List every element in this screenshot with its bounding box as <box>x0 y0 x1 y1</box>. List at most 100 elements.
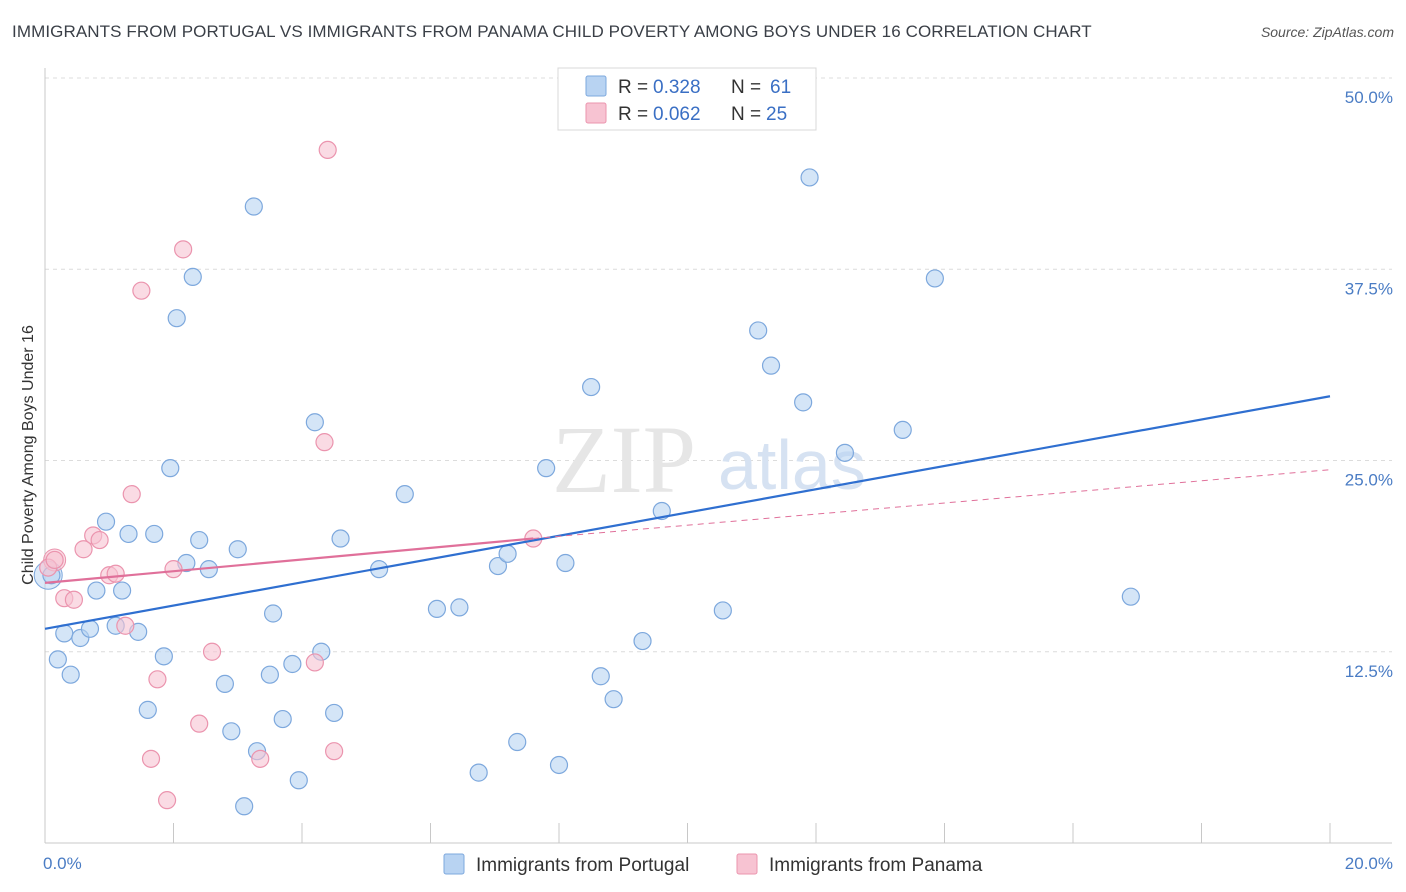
trend-lines <box>44 395 1331 630</box>
portugal-point-37 <box>395 485 414 504</box>
bottom-legend-label-portugal: Immigrants from Portugal <box>476 855 689 876</box>
portugal-point-1 <box>48 650 67 669</box>
portugal-point-52 <box>713 601 732 620</box>
panama-point-1 <box>45 550 64 570</box>
panama-point-3 <box>64 590 84 609</box>
portugal-point-15 <box>161 459 180 478</box>
y-tick-label-1: 25.0% <box>1345 471 1393 490</box>
gridlines <box>45 77 1392 653</box>
bottom-legend-swatch-portugal <box>443 853 465 875</box>
bottom-legend-label-panama: Immigrants from Panama <box>769 855 983 876</box>
portugal-point-59 <box>925 269 944 288</box>
panama-point-22 <box>318 140 337 160</box>
legend-n-value-panama: 25 <box>766 104 787 125</box>
panama-trend-line-extended <box>533 469 1331 540</box>
panama-trend-line <box>44 537 534 584</box>
panama-point-11 <box>132 281 151 300</box>
portugal-point-12 <box>138 700 157 719</box>
portugal-point-53 <box>749 321 768 340</box>
portugal-point-18 <box>183 267 202 286</box>
panama-points <box>39 140 543 810</box>
x-tick-label-0: 0.0% <box>43 854 82 873</box>
portugal-point-3 <box>61 665 80 684</box>
portugal-point-40 <box>469 763 488 782</box>
portugal-point-24 <box>228 540 247 559</box>
portugal-point-42 <box>498 544 517 563</box>
portugal-point-16 <box>167 309 186 328</box>
panama-point-21 <box>315 433 334 452</box>
portugal-point-58 <box>893 420 912 439</box>
legend: R = 0.328 N = 61 R = 0.062 N = 25 <box>557 67 817 131</box>
panama-point-6 <box>90 530 109 550</box>
chart-title: IMMIGRANTS FROM PORTUGAL VS IMMIGRANTS F… <box>12 22 1092 41</box>
portugal-point-44 <box>537 459 556 478</box>
portugal-point-47 <box>582 377 601 397</box>
panama-point-23 <box>325 742 344 761</box>
portugal-point-19 <box>190 530 209 550</box>
source-credit: Source: ZipAtlas.com <box>1260 24 1394 40</box>
portugal-point-43 <box>508 732 527 752</box>
portugal-point-13 <box>145 524 164 544</box>
panama-point-12 <box>141 749 161 768</box>
portugal-point-55 <box>794 393 813 412</box>
y-tick-label-2: 37.5% <box>1345 279 1393 298</box>
legend-r-label-panama: R = <box>618 104 648 125</box>
portugal-point-54 <box>761 356 781 375</box>
portugal-point-49 <box>604 690 623 709</box>
watermark-zip: ZIP <box>552 406 696 513</box>
panama-point-15 <box>164 560 183 579</box>
portugal-point-10 <box>119 524 138 544</box>
portugal-point-38 <box>427 599 447 619</box>
legend-r-value-portugal: 0.328 <box>653 77 701 98</box>
legend-swatch-portugal <box>585 75 607 97</box>
x-tick-labels: 0.0% 20.0% <box>43 854 1393 873</box>
panama-point-20 <box>305 653 324 672</box>
portugal-point-60 <box>1121 587 1140 606</box>
portugal-point-48 <box>591 667 610 686</box>
panama-point-13 <box>148 670 167 689</box>
x-tick-label-1: 20.0% <box>1345 854 1393 873</box>
portugal-point-34 <box>325 703 344 723</box>
legend-r-label-portugal: R = <box>618 77 648 98</box>
y-tick-labels: 12.5% 25.0% 37.5% 50.0% <box>1345 88 1393 681</box>
portugal-point-25 <box>244 197 263 216</box>
portugal-point-41 <box>488 556 508 576</box>
portugal-point-9 <box>112 581 132 600</box>
panama-point-19 <box>251 749 270 768</box>
panama-point-18 <box>202 642 222 661</box>
portugal-point-27 <box>260 665 279 684</box>
portugal-point-56 <box>800 168 819 187</box>
y-tick-label-0: 12.5% <box>1345 662 1393 681</box>
portugal-point-14 <box>154 647 173 666</box>
legend-r-value-panama: 0.062 <box>653 104 701 125</box>
legend-n-label-portugal: N = <box>731 77 761 98</box>
portugal-point-28 <box>263 604 283 623</box>
portugal-point-22 <box>222 722 241 741</box>
panama-point-9 <box>116 616 135 635</box>
portugal-point-46 <box>556 553 575 573</box>
legend-swatch-panama <box>585 102 607 124</box>
portugal-point-51 <box>652 501 671 521</box>
portugal-point-57 <box>835 443 855 462</box>
panama-point-8 <box>106 564 125 583</box>
series-legend: Immigrants from Portugal Immigrants from… <box>443 853 983 876</box>
y-axis-label: Child Poverty Among Boys Under 16 <box>20 325 37 585</box>
panama-point-4 <box>74 540 93 559</box>
portugal-point-23 <box>235 797 254 816</box>
panama-point-17 <box>190 714 209 733</box>
portugal-point-50 <box>633 631 652 651</box>
bottom-legend-swatch-panama <box>736 853 758 875</box>
portugal-point-6 <box>87 581 106 600</box>
portugal-point-32 <box>305 413 324 432</box>
panama-point-14 <box>157 791 177 810</box>
panama-point-10 <box>122 485 141 504</box>
watermark-atlas: atlas <box>718 426 866 504</box>
portugal-point-31 <box>289 771 308 790</box>
panama-point-16 <box>174 240 193 259</box>
portugal-point-21 <box>215 674 234 693</box>
portugal-point-30 <box>283 654 302 674</box>
legend-n-value-portugal: 61 <box>770 77 791 98</box>
portugal-point-35 <box>331 529 350 548</box>
axes <box>44 68 1392 844</box>
